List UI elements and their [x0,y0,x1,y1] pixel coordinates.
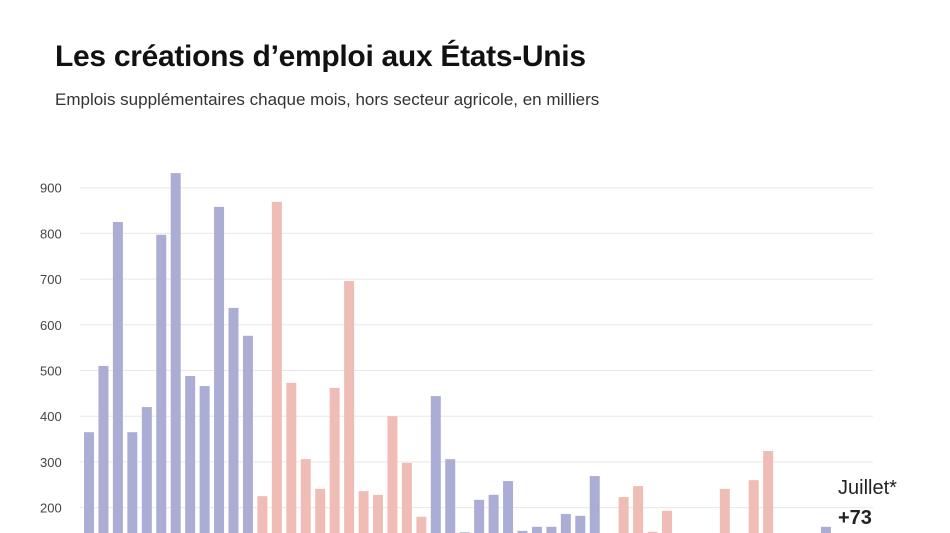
bar [300,459,311,533]
y-tick-label: 800 [40,226,62,241]
bar [98,365,109,533]
bar [662,510,672,533]
bar [271,201,282,533]
bar [503,481,514,533]
bar [257,496,268,533]
bar [647,531,658,533]
bar [560,513,571,533]
bar [387,416,398,533]
bar [141,407,152,533]
bar [575,515,586,533]
bar [344,280,355,533]
annotation-label: Juillet* [838,477,897,499]
bar [329,387,340,533]
bar [546,526,557,533]
bar [719,488,730,533]
y-tick-label: 700 [40,272,62,287]
bar [589,476,600,533]
bar [474,499,485,533]
bar [517,530,528,533]
bar [416,516,427,533]
bar [156,234,167,533]
bar [531,526,542,533]
bar [228,307,239,533]
bar [315,488,326,533]
bar [401,462,412,533]
bar [185,375,196,533]
bar [127,432,138,533]
bar [373,494,383,533]
bar [242,335,253,533]
bar [286,382,297,533]
bar [748,480,759,533]
bar [488,494,499,533]
bar [618,497,629,533]
y-tick-label: 200 [40,501,62,516]
chart-subtitle: Emplois supplémentaires chaque mois, hor… [55,90,600,109]
y-tick-label: 400 [40,409,62,424]
bar [358,491,369,533]
bar [112,221,123,533]
y-tick-label: 600 [40,318,62,333]
bar [430,396,441,533]
bar [820,526,831,533]
chart-title: Les créations d’emploi aux États-Unis [55,40,586,73]
bar [214,206,225,533]
y-tick-label: 900 [40,181,62,196]
annotation-value: +73 [838,507,872,529]
bar [170,173,181,533]
bar [84,432,94,533]
bar [199,386,210,533]
bar [763,450,774,533]
bar [633,486,644,533]
y-tick-label: 300 [40,455,62,470]
y-tick-label: 500 [40,364,62,379]
bar [445,459,456,533]
